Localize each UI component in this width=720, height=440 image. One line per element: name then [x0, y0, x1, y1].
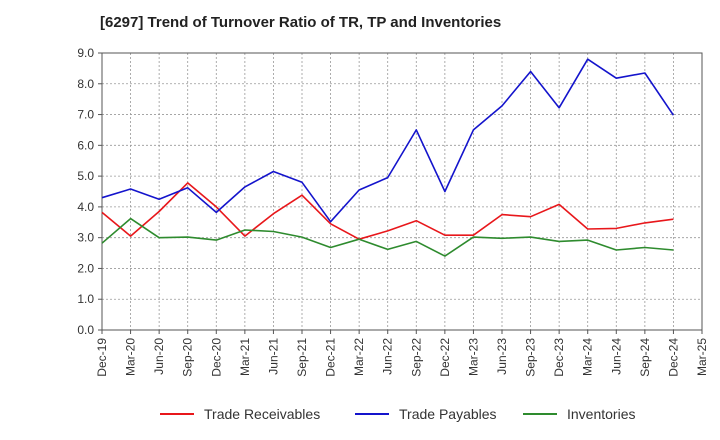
- chart-title: [6297] Trend of Turnover Ratio of TR, TP…: [100, 14, 502, 31]
- legend: Trade Receivables Trade Payables Inventori…: [160, 406, 635, 422]
- x-axis-ticks: Dec-19 Mar-20 Jun-20 Sep-20 Dec-20 Mar-21 Jun-…: [95, 330, 709, 377]
- x-tick-label: Mar-20: [124, 338, 138, 376]
- y-tick-label: 9.0: [77, 46, 94, 60]
- y-tick-label: 3.0: [77, 231, 94, 245]
- x-tick-label: Jun-24: [609, 338, 623, 375]
- x-tick-label: Sep-21: [295, 338, 309, 377]
- x-tick-label: Dec-22: [438, 338, 452, 377]
- x-tick-label: Dec-19: [95, 338, 109, 377]
- y-tick-label: 1.0: [77, 292, 94, 306]
- y-tick-label: 4.0: [77, 200, 94, 214]
- plot-frame: [101, 52, 703, 331]
- x-tick-label: Jun-23: [495, 338, 509, 375]
- x-tick-label: Sep-24: [638, 338, 652, 377]
- series-lines: [101, 58, 675, 257]
- x-tick-label: Mar-24: [581, 338, 595, 376]
- x-tick-label: Mar-22: [352, 338, 366, 376]
- x-tick-label: Sep-20: [181, 338, 195, 377]
- legend-label: Trade Receivables: [204, 406, 320, 422]
- series-line-trade-payables: [101, 58, 675, 223]
- legend-label: Inventories: [567, 406, 635, 422]
- x-tick-label: Mar-21: [238, 338, 252, 376]
- x-tick-label: Jun-20: [152, 338, 166, 375]
- x-tick-label: Dec-24: [666, 338, 680, 377]
- y-tick-label: 2.0: [77, 261, 94, 275]
- x-tick-label: Sep-22: [409, 338, 423, 377]
- x-tick-label: Dec-20: [209, 338, 223, 377]
- y-tick-label: 8.0: [77, 77, 94, 91]
- y-tick-label: 5.0: [77, 169, 94, 183]
- y-tick-label: 0.0: [77, 323, 94, 337]
- x-tick-label: Sep-23: [524, 338, 538, 377]
- x-tick-label: Mar-23: [466, 338, 480, 376]
- x-tick-label: Mar-25: [695, 338, 709, 376]
- x-tick-label: Dec-23: [552, 338, 566, 377]
- x-tick-label: Jun-22: [381, 338, 395, 375]
- series-line-trade-receivables: [101, 182, 674, 240]
- legend-label: Trade Payables: [399, 406, 497, 422]
- x-tick-label: Jun-21: [266, 338, 280, 375]
- y-tick-label: 7.0: [77, 108, 94, 122]
- y-axis-ticks: 0.0 1.0 2.0 3.0 4.0 5.0 6.0 7.0 8.0 9.0: [77, 46, 102, 337]
- y-tick-label: 6.0: [77, 138, 94, 152]
- x-tick-label: Dec-21: [324, 338, 338, 377]
- series-line-inventories: [101, 217, 674, 257]
